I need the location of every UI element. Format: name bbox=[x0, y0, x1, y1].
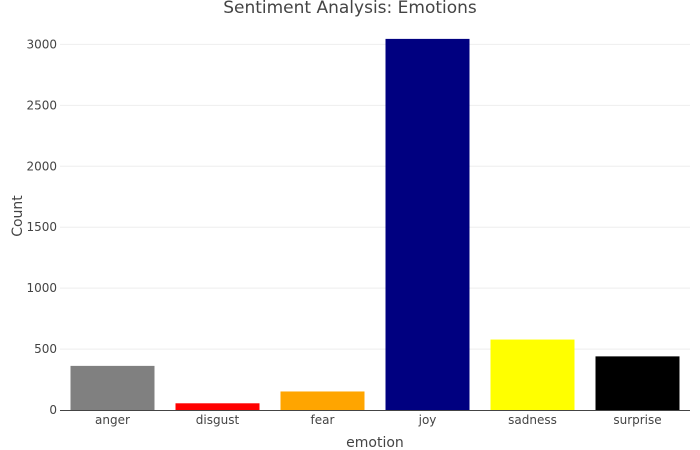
x-tick-label-fear: fear bbox=[311, 413, 335, 427]
bar-anger[interactable] bbox=[70, 365, 155, 410]
gridlines bbox=[60, 43, 690, 350]
x-tick-labels: anger disgust fear joy sadness surprise bbox=[95, 413, 662, 427]
x-tick-label-surprise: surprise bbox=[613, 413, 661, 427]
bar-disgust[interactable] bbox=[175, 403, 260, 410]
y-tick-label: 3000 bbox=[26, 37, 57, 51]
y-tick-label: 0 bbox=[49, 403, 57, 417]
chart-title: Sentiment Analysis: Emotions bbox=[223, 0, 477, 18]
x-tick-label-joy: joy bbox=[418, 413, 437, 427]
y-tick-label: 2500 bbox=[26, 98, 57, 112]
y-tick-label: 500 bbox=[34, 342, 57, 356]
bar-joy[interactable] bbox=[385, 38, 470, 410]
y-tick-label: 2000 bbox=[26, 159, 57, 173]
x-tick-label-disgust: disgust bbox=[196, 413, 240, 427]
y-tick-labels: 0 500 1000 1500 2000 2500 3000 bbox=[26, 37, 57, 417]
bars bbox=[70, 38, 680, 410]
bar-surprise[interactable] bbox=[595, 356, 680, 410]
y-tick-label: 1000 bbox=[26, 281, 57, 295]
y-axis-title: Count bbox=[10, 195, 26, 237]
y-tick-label: 1500 bbox=[26, 220, 57, 234]
bar-sadness[interactable] bbox=[490, 339, 575, 410]
x-axis-title: emotion bbox=[346, 435, 404, 450]
bar-fear[interactable] bbox=[280, 391, 365, 410]
x-tick-label-anger: anger bbox=[95, 413, 130, 427]
x-tick-label-sadness: sadness bbox=[508, 413, 557, 427]
